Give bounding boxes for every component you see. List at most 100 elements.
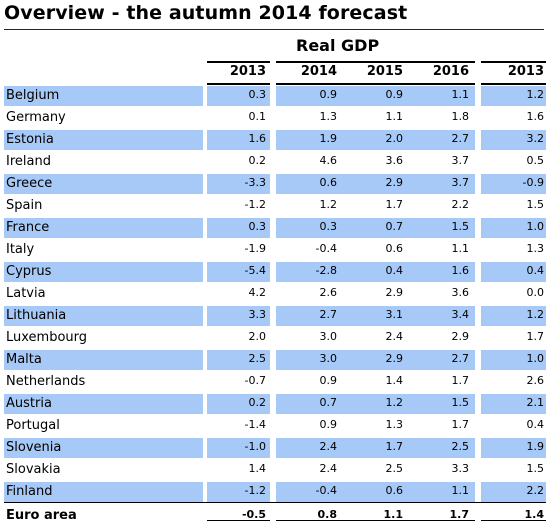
table-row: Estonia 1.6 1.9 2.0 2.7 3.2 bbox=[4, 129, 546, 151]
row-highlight bbox=[276, 130, 475, 150]
gdp-value-cell: 1.9 bbox=[319, 132, 338, 145]
gdp-value-cell: 4.6 bbox=[319, 154, 338, 167]
row-highlight bbox=[207, 394, 270, 414]
gdp-value-cell: 0.4 bbox=[526, 264, 545, 277]
row-highlight bbox=[4, 130, 203, 150]
header-rule-col-1 bbox=[207, 61, 270, 63]
row-highlight bbox=[481, 394, 546, 414]
gdp-value-cell: 2.0 bbox=[248, 330, 267, 343]
row-highlight bbox=[207, 438, 270, 458]
gdp-value-cell: 2.5 bbox=[248, 352, 267, 365]
gdp-value-cell: -0.5 bbox=[241, 508, 266, 521]
table-row: Latvia 4.2 2.6 2.9 3.6 0.0 bbox=[4, 283, 546, 305]
country-name: Euro area bbox=[6, 508, 77, 523]
row-highlight bbox=[207, 350, 270, 370]
gdp-value-cell: 1.7 bbox=[526, 330, 545, 343]
gdp-value-cell: -3.3 bbox=[244, 176, 266, 189]
row-highlight bbox=[276, 174, 475, 194]
row-highlight bbox=[207, 130, 270, 150]
gdp-value-cell: 2.2 bbox=[526, 484, 545, 497]
gdp-value-cell: 1.4 bbox=[385, 374, 404, 387]
gdp-value-cell: 0.9 bbox=[319, 374, 338, 387]
gdp-value-cell: 1.7 bbox=[385, 198, 404, 211]
country-name: Austria bbox=[6, 396, 52, 411]
table-row: Belgium 0.3 0.9 0.9 1.1 1.2 bbox=[4, 85, 546, 107]
gdp-value-cell: 3.0 bbox=[319, 330, 338, 343]
gdp-value-cell: 1.2 bbox=[526, 308, 545, 321]
group-header-real-gdp: Real GDP bbox=[296, 36, 380, 55]
gdp-value-cell: 3.4 bbox=[451, 308, 470, 321]
country-name: Slovenia bbox=[6, 440, 62, 455]
row-highlight bbox=[276, 218, 475, 238]
country-name: Netherlands bbox=[6, 374, 86, 389]
gdp-value-cell: -0.4 bbox=[315, 484, 337, 497]
gdp-value-cell: 3.2 bbox=[526, 132, 545, 145]
gdp-value-cell: 3.7 bbox=[451, 154, 470, 167]
country-name: Belgium bbox=[6, 88, 60, 103]
table-row: Slovenia -1.0 2.4 1.7 2.5 1.9 bbox=[4, 437, 546, 459]
gdp-value-cell: 1.9 bbox=[526, 440, 545, 453]
gdp-value-cell: 3.0 bbox=[319, 352, 338, 365]
country-name: Latvia bbox=[6, 286, 46, 301]
country-name: Greece bbox=[6, 176, 53, 191]
country-name: Spain bbox=[6, 198, 43, 213]
gdp-value-cell: 1.5 bbox=[526, 198, 545, 211]
gdp-value-cell: -0.7 bbox=[244, 374, 266, 387]
table-row: Luxembourg 2.0 3.0 2.4 2.9 1.7 bbox=[4, 327, 546, 349]
header-bottom-rule-col-5 bbox=[481, 83, 546, 85]
total-row-divider bbox=[4, 502, 546, 503]
gdp-value-cell: 0.1 bbox=[248, 110, 267, 123]
country-name: Ireland bbox=[6, 154, 51, 169]
gdp-value-cell: 4.2 bbox=[248, 286, 267, 299]
row-highlight bbox=[481, 130, 546, 150]
row-highlight bbox=[207, 86, 270, 106]
column-header-2014: 2014 bbox=[300, 64, 337, 79]
gdp-value-cell: -1.4 bbox=[244, 418, 266, 431]
gdp-value-cell: 1.1 bbox=[451, 242, 470, 255]
row-highlight bbox=[4, 218, 203, 238]
country-name: Finland bbox=[6, 484, 53, 499]
gdp-value-cell: 2.0 bbox=[385, 132, 404, 145]
gdp-value-cell: 0.3 bbox=[319, 220, 338, 233]
header-bottom-rule-cols-2-4 bbox=[276, 83, 475, 85]
gdp-value-cell: 0.3 bbox=[248, 220, 267, 233]
gdp-value-cell: 0.5 bbox=[526, 154, 545, 167]
row-highlight bbox=[4, 262, 203, 282]
table-row: Cyprus -5.4 -2.8 0.4 1.6 0.4 bbox=[4, 261, 546, 283]
row-highlight bbox=[276, 86, 475, 106]
gdp-value-cell: 2.9 bbox=[385, 176, 404, 189]
header-bottom-rule-col-1 bbox=[207, 83, 270, 85]
country-name: Italy bbox=[6, 242, 35, 257]
column-header-2013: 2013 bbox=[229, 64, 266, 79]
gdp-value-cell: 1.3 bbox=[385, 418, 404, 431]
row-highlight bbox=[276, 438, 475, 458]
gdp-value-cell: 1.7 bbox=[451, 374, 470, 387]
gdp-value-cell: 2.4 bbox=[385, 330, 404, 343]
gdp-value-cell: -0.4 bbox=[315, 242, 337, 255]
gdp-value-cell: 1.6 bbox=[526, 110, 545, 123]
column-header-2013-right: 2013 bbox=[507, 64, 544, 79]
gdp-value-cell: 0.6 bbox=[319, 176, 338, 189]
gdp-value-cell: 1.0 bbox=[526, 220, 545, 233]
gdp-value-cell: 0.9 bbox=[319, 418, 338, 431]
gdp-value-cell: 0.2 bbox=[248, 154, 267, 167]
total-row: Euro area -0.5 0.8 1.1 1.7 1.4 bbox=[4, 505, 546, 527]
country-name: Cyprus bbox=[6, 264, 52, 279]
table-row: Ireland 0.2 4.6 3.6 3.7 0.5 bbox=[4, 151, 546, 173]
gdp-value-cell: 1.7 bbox=[451, 418, 470, 431]
gdp-value-cell: 3.6 bbox=[451, 286, 470, 299]
gdp-value-cell: 0.0 bbox=[526, 286, 545, 299]
row-highlight bbox=[207, 306, 270, 326]
row-highlight bbox=[276, 482, 475, 502]
gdp-value-cell: 1.5 bbox=[451, 220, 470, 233]
table-row: Portugal -1.4 0.9 1.3 1.7 0.4 bbox=[4, 415, 546, 437]
table-row: Austria 0.2 0.7 1.2 1.5 2.1 bbox=[4, 393, 546, 415]
gdp-value-cell: 3.3 bbox=[451, 462, 470, 475]
column-header-2016: 2016 bbox=[432, 64, 469, 79]
gdp-value-cell: 2.5 bbox=[385, 462, 404, 475]
country-name: Germany bbox=[6, 110, 66, 125]
gdp-value-cell: 1.2 bbox=[385, 396, 404, 409]
gdp-value-cell: 0.9 bbox=[385, 88, 404, 101]
row-highlight bbox=[481, 262, 546, 282]
row-highlight bbox=[207, 218, 270, 238]
